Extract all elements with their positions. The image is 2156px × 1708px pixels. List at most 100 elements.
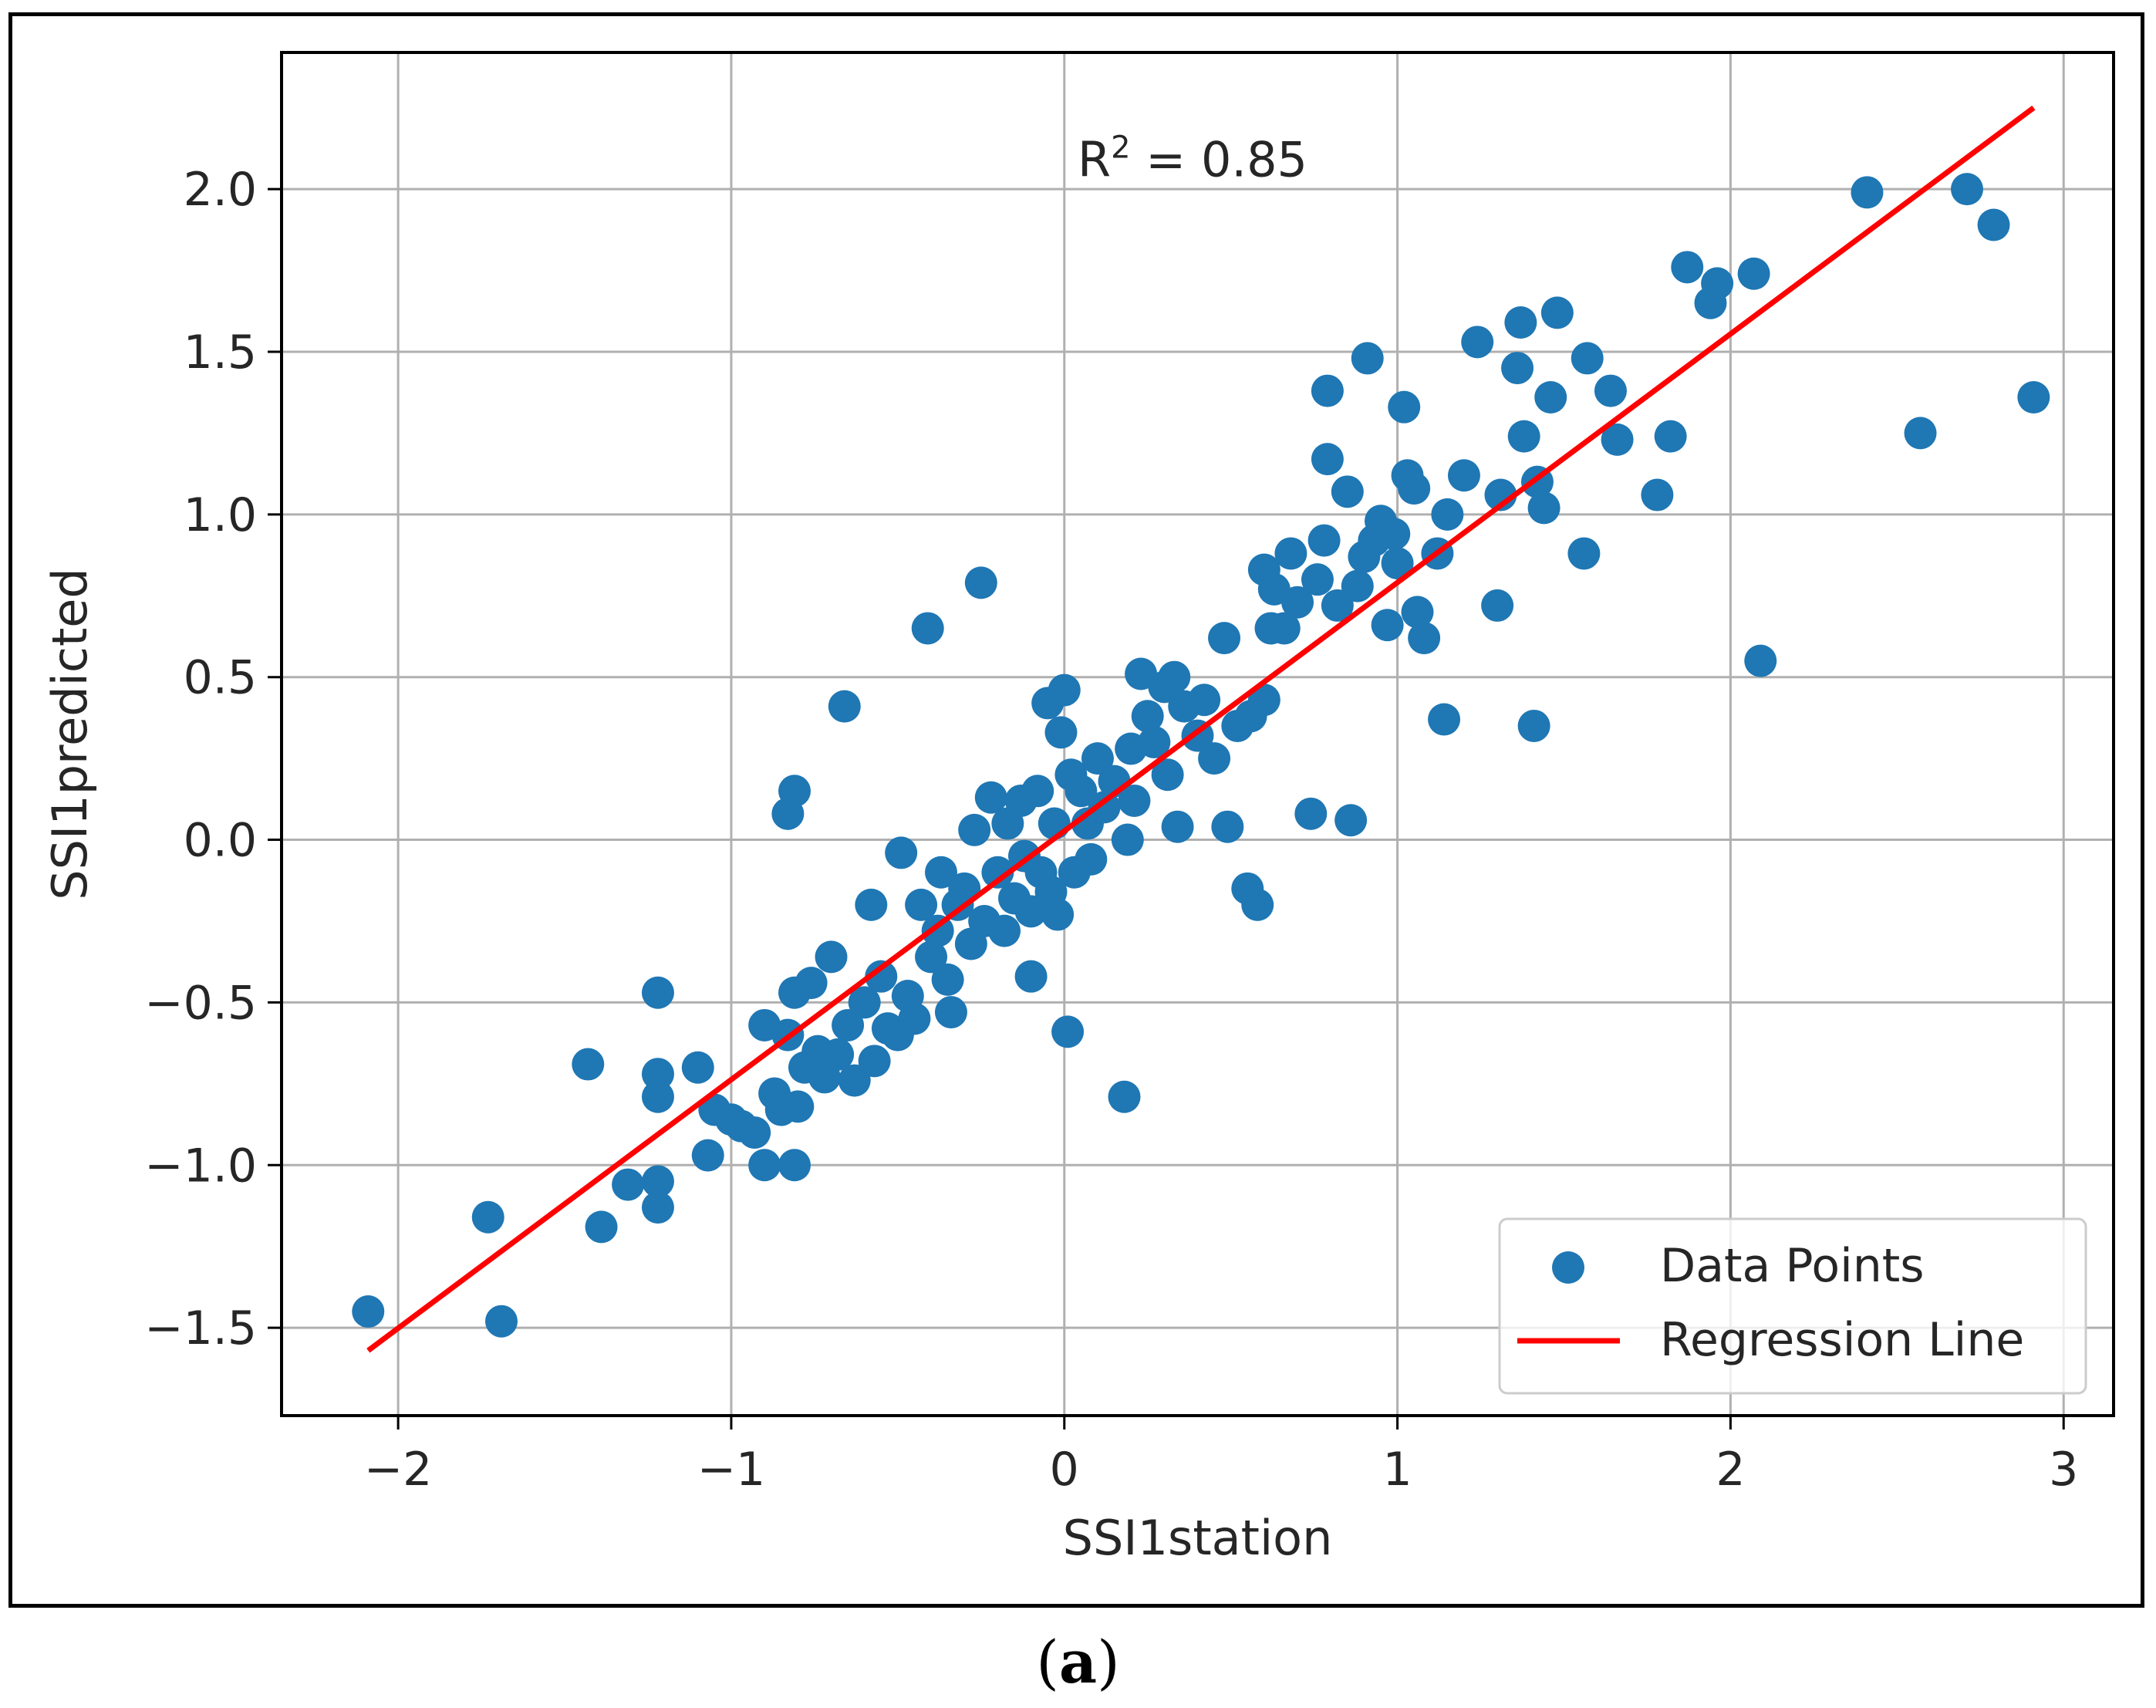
x-tick-label: 0 xyxy=(1050,1443,1079,1497)
data-point xyxy=(934,996,967,1029)
data-point xyxy=(1504,306,1537,339)
data-point xyxy=(1038,807,1071,840)
legend-marker-data-points xyxy=(1552,1251,1584,1284)
data-point xyxy=(1527,491,1560,525)
r-squared-annotation: R2 = 0.85 xyxy=(1078,130,1307,187)
data-point xyxy=(828,690,861,723)
data-point xyxy=(738,1116,771,1149)
data-point xyxy=(1131,700,1164,733)
data-point xyxy=(1388,390,1421,424)
data-point xyxy=(958,813,991,846)
data-point xyxy=(1737,257,1770,290)
data-point xyxy=(1571,342,1604,375)
data-point xyxy=(1334,804,1368,837)
data-point xyxy=(832,1008,865,1041)
regression-line xyxy=(366,105,2036,1353)
data-point xyxy=(1211,810,1244,843)
r-squared-value: = 0.85 xyxy=(1131,131,1307,187)
data-point xyxy=(641,1080,674,1113)
data-point xyxy=(885,836,918,869)
data-point xyxy=(1351,342,1384,375)
data-point xyxy=(485,1305,518,1338)
x-tick-label: 3 xyxy=(2049,1443,2078,1497)
data-point xyxy=(1044,716,1078,749)
data-point xyxy=(641,1191,674,1224)
data-point xyxy=(915,940,948,974)
data-point xyxy=(1014,895,1048,928)
data-point xyxy=(1951,173,1983,206)
data-point xyxy=(1517,709,1550,742)
data-point xyxy=(748,1149,781,1182)
data-point xyxy=(931,963,964,996)
data-point xyxy=(848,986,881,1019)
regression-line-layer xyxy=(366,105,2036,1353)
data-point xyxy=(691,1139,724,1172)
x-tick-label: 2 xyxy=(1716,1443,1745,1497)
data-point xyxy=(1208,622,1241,655)
axis-ticks: −2 −1 0 1 2 3 −1.5 −1.0 −0.5 0.0 0.5 1.0 1.5 2.0 xyxy=(144,163,2078,1497)
data-point xyxy=(1501,352,1534,385)
data-point xyxy=(858,1045,891,1078)
data-point xyxy=(1507,420,1540,453)
data-point xyxy=(1428,703,1461,736)
caption-close-paren: ) xyxy=(1097,1628,1120,1696)
data-point xyxy=(1904,417,1937,450)
y-tick-label: 2.0 xyxy=(184,163,257,217)
data-point xyxy=(572,1048,605,1081)
data-point xyxy=(1111,823,1144,856)
data-point xyxy=(1014,960,1048,993)
data-point xyxy=(1371,609,1404,642)
data-point xyxy=(1267,612,1301,645)
data-point xyxy=(1158,660,1191,694)
data-point xyxy=(1108,1080,1141,1113)
legend-label-data-points: Data Points xyxy=(1660,1239,1925,1293)
data-point xyxy=(911,612,944,645)
legend-box xyxy=(1498,1217,2087,1395)
data-point xyxy=(1321,589,1354,622)
data-point xyxy=(1088,791,1121,824)
data-point xyxy=(855,888,888,921)
data-point xyxy=(865,960,898,993)
data-point xyxy=(1540,296,1574,329)
x-axis-label: SSI1station xyxy=(1063,1510,1333,1566)
figure-caption: (a) xyxy=(0,1628,2156,1696)
data-point xyxy=(1851,176,1884,209)
data-point xyxy=(352,1295,385,1328)
r-squared-superscript: 2 xyxy=(1111,130,1130,165)
data-point xyxy=(1048,673,1081,707)
data-point xyxy=(1534,381,1567,414)
data-point xyxy=(1567,537,1601,570)
data-point xyxy=(1281,586,1314,619)
data-point xyxy=(905,888,938,921)
legend: Data Points Regression Line xyxy=(1498,1217,2087,1395)
data-point xyxy=(898,1002,931,1035)
y-axis-label: SSI1predicted xyxy=(42,568,98,900)
data-point xyxy=(925,856,957,889)
data-point xyxy=(1481,589,1514,622)
data-point xyxy=(641,1165,674,1198)
y-tick-label: −1.0 xyxy=(144,1139,257,1193)
data-point xyxy=(964,566,997,599)
data-point xyxy=(612,1168,645,1201)
data-point xyxy=(1744,644,1777,677)
y-tick-label: −0.5 xyxy=(144,976,257,1030)
data-point xyxy=(1021,775,1054,808)
data-point xyxy=(1381,547,1414,580)
data-point xyxy=(1401,596,1434,629)
data-point xyxy=(641,1058,674,1091)
data-point xyxy=(1977,208,2010,241)
y-tick-label: 0.0 xyxy=(184,814,257,868)
data-point xyxy=(1594,374,1627,407)
y-tick-label: 1.5 xyxy=(184,326,257,380)
data-point xyxy=(1641,478,1674,511)
data-point xyxy=(988,914,1021,947)
data-point xyxy=(1408,622,1441,655)
data-point xyxy=(1161,810,1194,843)
data-point xyxy=(1198,742,1231,775)
x-tick-label: −1 xyxy=(697,1443,765,1497)
data-point xyxy=(1447,459,1480,492)
y-tick-label: −1.5 xyxy=(144,1301,257,1355)
data-point xyxy=(822,1038,855,1071)
figure-frame xyxy=(8,12,2144,1608)
data-point xyxy=(1654,420,1687,453)
